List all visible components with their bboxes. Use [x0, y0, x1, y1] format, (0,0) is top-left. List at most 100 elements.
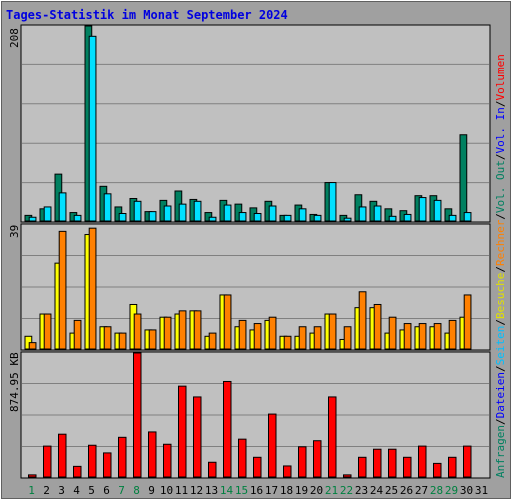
- bar-rechner-25: [388, 316, 397, 350]
- bar-volumen-8: [133, 352, 142, 478]
- bar-volumen-18: [283, 465, 292, 478]
- bar-volumen-14: [223, 380, 232, 478]
- x-tick-label: 30: [460, 484, 473, 497]
- bar-dateien-6: [103, 193, 112, 222]
- bar-volumen-22: [343, 474, 352, 478]
- x-tick-label: 22: [340, 484, 353, 497]
- bar-volumen-1: [28, 474, 37, 478]
- x-tick-label: 19: [295, 484, 308, 497]
- bar-rechner-30: [463, 294, 472, 350]
- x-tick-label: 8: [133, 484, 140, 497]
- bar-dateien-16: [253, 213, 262, 222]
- panel3-ymax-label: 874.95 KB: [8, 352, 21, 412]
- legend-entry: Dateien: [494, 372, 507, 418]
- bar-dateien-9: [148, 211, 157, 222]
- bar-rechner-17: [268, 316, 277, 350]
- bar-rechner-10: [163, 316, 172, 350]
- x-tick-label: 18: [280, 484, 293, 497]
- x-tick-label: 29: [445, 484, 458, 497]
- x-tick-label: 31: [475, 484, 488, 497]
- legend-right: Anfragen/Dateien/Seiten/Besuche/Rechner/…: [494, 54, 507, 478]
- legend-entry: /: [494, 266, 507, 273]
- x-tick-label: 26: [400, 484, 413, 497]
- panel-hits-files: [20, 24, 491, 223]
- bar-dateien-19: [298, 208, 307, 222]
- bar-dateien-5: [88, 35, 97, 222]
- bar-rechner-19: [298, 326, 307, 350]
- bar-rechner-20: [313, 326, 322, 350]
- x-tick-label: 15: [235, 484, 248, 497]
- bar-rechner-6: [103, 326, 112, 350]
- bar-rechner-13: [208, 332, 217, 350]
- bar-volumen-29: [448, 456, 457, 478]
- bar-rechner-2: [43, 313, 52, 350]
- x-tick-label: 16: [250, 484, 263, 497]
- x-tick-label: 17: [265, 484, 278, 497]
- legend-entry: Vol. Out: [494, 160, 507, 213]
- bar-rechner-3: [58, 230, 67, 350]
- bar-dateien-12: [193, 200, 202, 222]
- bar-dateien-14: [223, 204, 232, 222]
- x-tick-label: 28: [430, 484, 443, 497]
- x-tick-label: 5: [88, 484, 95, 497]
- bar-rechner-18: [283, 335, 292, 350]
- x-tick-label: 21: [325, 484, 338, 497]
- bar-rechner-21: [328, 313, 337, 350]
- bar-rechner-8: [133, 313, 142, 350]
- x-axis-labels: 1 2 3 4 5 6 7 8 9 10 11 12 13 14 15 16 17 18 19 20 21 22 23 24 2…: [28, 484, 488, 497]
- x-tick-label: 2: [43, 484, 50, 497]
- bar-volumen-19: [298, 446, 307, 478]
- bar-volumen-9: [148, 431, 157, 478]
- bar-volumen-5: [88, 444, 97, 478]
- x-tick-label: 23: [355, 484, 368, 497]
- legend-entry: Besuche: [494, 273, 507, 319]
- bar-volumen-16: [253, 456, 262, 478]
- bar-dateien-29: [448, 214, 457, 222]
- x-tick-label: 9: [148, 484, 155, 497]
- bar-dateien-15: [238, 212, 247, 222]
- bar-volumen-30: [463, 445, 472, 478]
- x-tick-label: 6: [103, 484, 110, 497]
- x-tick-label: 13: [205, 484, 218, 497]
- x-tick-label: 14: [220, 484, 234, 497]
- bar-volumen-2: [43, 445, 52, 478]
- bar-rechner-28: [433, 323, 442, 350]
- bar-rechner-24: [373, 303, 382, 350]
- bar-dateien-10: [163, 205, 172, 222]
- x-tick-label: 12: [190, 484, 203, 497]
- bar-rechner-23: [358, 291, 367, 350]
- bar-rechner-15: [238, 319, 247, 350]
- legend-entry: Seiten: [494, 326, 507, 366]
- x-tick-label: 3: [58, 484, 65, 497]
- bar-volumen-28: [433, 462, 442, 478]
- x-tick-label: 25: [385, 484, 398, 497]
- legend-entry: /: [494, 365, 507, 372]
- bar-dateien-24: [373, 205, 382, 222]
- x-tick-label: 20: [310, 484, 323, 497]
- bar-volumen-23: [358, 456, 367, 478]
- bar-dateien-23: [358, 206, 367, 222]
- bar-rechner-22: [343, 326, 352, 350]
- bar-volumen-10: [163, 443, 172, 478]
- chart-title: Tages-Statistik im Monat September 2024: [6, 8, 288, 22]
- legend-entry: Anfragen: [494, 425, 507, 478]
- bar-volumen-24: [373, 448, 382, 478]
- x-tick-label: 4: [73, 484, 80, 497]
- bar-dateien-3: [58, 192, 67, 222]
- bar-rechner-27: [418, 323, 427, 350]
- bar-dateien-13: [208, 216, 217, 222]
- legend-entry: Volumen: [494, 54, 507, 100]
- legend-entry: Vol. In: [494, 107, 507, 153]
- bar-rechner-5: [88, 227, 97, 350]
- bar-volumen-25: [388, 448, 397, 478]
- x-tick-label: 7: [118, 484, 125, 497]
- bar-volumen-26: [403, 456, 412, 478]
- bar-volumen-13: [208, 461, 217, 478]
- bar-rechner-7: [118, 332, 127, 350]
- bar-volumen-15: [238, 438, 247, 478]
- bar-rechner-16: [253, 323, 262, 350]
- bar-volumen-20: [313, 440, 322, 478]
- legend-entry: /: [494, 213, 507, 220]
